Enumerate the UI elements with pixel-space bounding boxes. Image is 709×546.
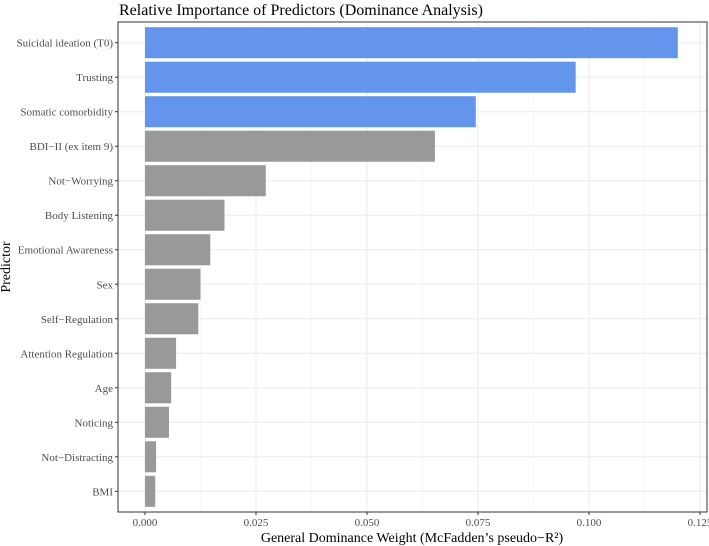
plot-panel-border [117,21,708,513]
y-tick-label: Noticing [75,417,114,429]
y-tick-label: Not−Worrying [48,176,113,188]
x-axis: 0.000 0.025 0.050 0.075 0.100 0.125 [133,512,709,529]
y-tick-label: Age [95,383,113,395]
y-tick-label: Body Listening [45,210,114,222]
x-tick-label: 0.000 [133,517,158,529]
y-tick-label: Self−Regulation [41,314,114,326]
x-axis-label: General Dominance Weight (McFadden’s pse… [261,531,564,546]
y-tick-label: BMI [92,486,113,498]
bar-8 [145,303,199,335]
y-tick-label: Sex [97,279,114,291]
bar-4 [145,165,266,197]
bar-12 [145,441,157,473]
bar-2 [145,96,476,128]
bar-11 [145,406,169,438]
bar-5 [145,199,225,231]
y-tick-label: Somatic comorbidity [20,107,113,119]
bar-1 [145,61,576,93]
y-axis: Suicidal ideation (T0) Trusting Somatic co… [16,38,118,498]
y-tick-label: BDI−II (ex item 9) [30,141,114,153]
bar-7 [145,268,201,300]
y-tick-label: Trusting [76,72,113,84]
bar-3 [145,130,435,162]
bars [145,27,678,507]
y-tick-label: Suicidal ideation (T0) [16,38,113,50]
grid [118,22,707,512]
bar-6 [145,234,211,266]
x-tick-label: 0.075 [466,517,491,529]
y-tick-label: Attention Regulation [20,348,113,360]
bar-13 [145,475,156,507]
x-tick-label: 0.125 [688,517,709,529]
chart-title: Relative Importance of Predictors (Domin… [119,2,483,19]
bar-9 [145,337,177,369]
y-tick-label: Not−Distracting [41,452,113,464]
x-tick-label: 0.025 [244,517,269,529]
y-tick-label: Emotional Awareness [18,245,113,257]
x-tick-label: 0.050 [355,517,380,529]
x-tick-label: 0.100 [577,517,602,529]
bar-10 [145,372,172,404]
bar-0 [145,27,678,59]
y-axis-label: Predictor [0,241,14,293]
